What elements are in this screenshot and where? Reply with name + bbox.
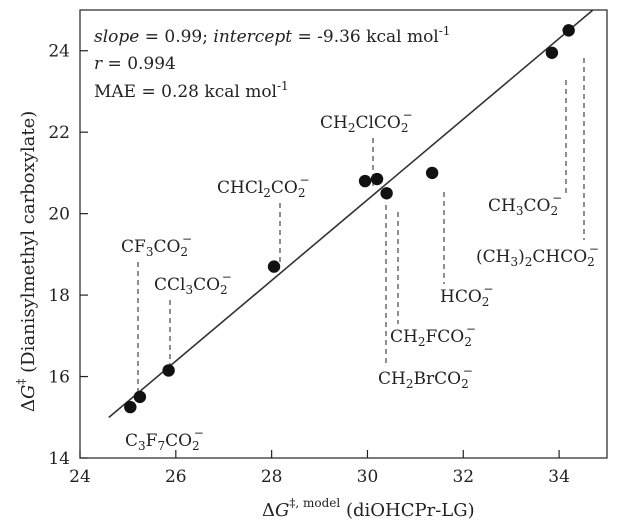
data-point xyxy=(124,400,137,414)
data-point xyxy=(133,390,147,404)
y-tick-label: 22 xyxy=(48,123,70,143)
y-tick-label: 20 xyxy=(48,205,70,225)
x-tick-label: 24 xyxy=(69,467,91,487)
data-point-label: CH2BrCO2− xyxy=(378,364,473,391)
data-point-label: CHCl2CO2− xyxy=(217,173,310,200)
y-tick-label: 18 xyxy=(48,286,70,306)
data-point xyxy=(425,166,439,180)
data-point xyxy=(358,174,372,188)
data-point-label: CF3CO2− xyxy=(121,232,192,259)
label-guides xyxy=(137,58,585,392)
stats-r: r = 0.994 xyxy=(94,54,176,74)
y-tick-label: 24 xyxy=(48,42,70,62)
data-point-label: HCO2− xyxy=(440,282,493,309)
x-tick-label: 30 xyxy=(357,467,379,487)
stats-mae: MAE = 0.28 kcal mol-1 xyxy=(94,79,289,102)
data-point-label: (CH3)2CHCO2− xyxy=(476,242,599,269)
data-point-labels: C3F7CO2− CF3CO2− CCl3CO2− CHCl2CO2− CH2ClCO2… xyxy=(121,108,599,453)
data-point xyxy=(380,187,393,200)
stats-slope-intercept: slope = 0.99; intercept = -9.36 kcal mol… xyxy=(94,24,450,47)
data-point xyxy=(267,260,281,273)
data-point-label: CCl3CO2− xyxy=(154,270,232,297)
x-tick-label: 32 xyxy=(452,467,474,487)
data-point-label: CH3CO2− xyxy=(488,191,562,218)
plot-frame xyxy=(79,9,608,459)
x-axis-title: ΔG‡, model (diOHCPr-LG) xyxy=(262,496,475,521)
y-axis-title: ΔG‡ (Dianisylmethyl carboxylate) xyxy=(14,111,39,412)
data-point xyxy=(370,172,384,186)
data-point xyxy=(162,364,175,377)
x-tick-label: 34 xyxy=(548,467,570,487)
regression-line xyxy=(108,9,594,419)
axis-ticks: 24 26 28 30 32 34 14 16 18 20 22 24 xyxy=(48,42,570,487)
data-point-label: CH2FCO2− xyxy=(390,322,476,349)
y-tick-label: 14 xyxy=(48,449,70,469)
data-point-label: CH2ClCO2− xyxy=(320,108,413,135)
x-tick-label: 26 xyxy=(165,467,187,487)
x-tick-label: 28 xyxy=(261,467,283,487)
data-point xyxy=(562,24,575,37)
y-tick-label: 16 xyxy=(48,368,70,388)
data-point-label: C3F7CO2− xyxy=(125,426,204,453)
data-points xyxy=(124,24,575,414)
data-point xyxy=(545,46,559,59)
